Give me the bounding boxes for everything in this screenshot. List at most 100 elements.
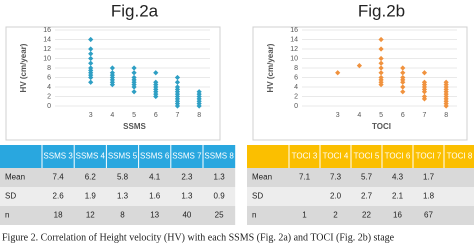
x-tick-label: 6 [154, 112, 158, 119]
header-cell: TOCI 6 [385, 152, 411, 161]
point [378, 70, 384, 76]
chart-frame [5, 26, 221, 141]
cell: 4.3 [392, 173, 404, 182]
y-axis-label: HV (cm/year) [19, 43, 28, 92]
y-tick-label: 16 [290, 27, 298, 34]
y-tick-label: 14 [290, 36, 298, 43]
row-label: Mean [5, 173, 25, 182]
y-tick-label: 2 [47, 93, 51, 100]
header-cell: TOCI 3 [292, 152, 318, 161]
point [378, 82, 384, 88]
point [421, 70, 428, 76]
cell: 1.7 [423, 173, 435, 182]
y-tick-label: 8 [294, 65, 298, 72]
cell: 1.3 [181, 192, 193, 201]
y-tick-label: 0 [294, 103, 298, 110]
cell: 22 [362, 211, 371, 220]
row-label: n [252, 211, 256, 220]
table-header [247, 145, 474, 168]
row-label: Mean [252, 173, 272, 182]
x-tick-label: 5 [132, 112, 136, 119]
point [335, 70, 341, 76]
cell: 7.4 [53, 173, 65, 182]
cell: 2.6 [53, 192, 65, 201]
header-cell: SSMS 5 [108, 152, 138, 161]
row-label: SD [5, 192, 16, 201]
header-cell: TOCI 5 [354, 152, 380, 161]
cell: 2 [333, 211, 338, 220]
header-cell: SSMS 7 [172, 152, 202, 161]
x-tick-label: 4 [110, 112, 114, 119]
header-cell: TOCI 8 [447, 152, 473, 161]
caption: Figure 2. Correlation of Height velocity… [2, 232, 395, 243]
cell: 5.8 [117, 173, 129, 182]
point [88, 79, 94, 85]
header-cell: TOCI 7 [416, 152, 442, 161]
x-tick-label: 7 [423, 112, 427, 119]
point [400, 65, 406, 71]
x-axis-label: TOCI [372, 122, 391, 131]
table-row [0, 206, 236, 225]
cell: 12 [86, 211, 95, 220]
point [421, 96, 428, 102]
cell: 40 [182, 211, 191, 220]
cell: 1.6 [149, 192, 161, 201]
point [88, 74, 94, 81]
table-row [247, 168, 474, 187]
point [153, 93, 159, 100]
x-tick-label: 8 [444, 112, 448, 119]
point [88, 46, 94, 52]
y-tick-label: 6 [47, 74, 51, 81]
point [378, 65, 384, 71]
point [131, 84, 137, 90]
y-tick-label: 4 [47, 84, 51, 91]
y-tick-label: 4 [294, 84, 298, 91]
point [88, 60, 94, 66]
cell: 8 [120, 211, 125, 220]
point [378, 55, 384, 62]
point [174, 79, 181, 85]
y-axis-label: HV (cm/year) [266, 43, 275, 92]
cell: 67 [424, 211, 433, 220]
point [443, 103, 449, 109]
y-tick-label: 12 [43, 46, 51, 53]
y-tick-label: 14 [43, 36, 51, 43]
cell: 2.3 [181, 173, 193, 182]
row-label: n [5, 211, 9, 220]
x-tick-label: 8 [197, 112, 201, 119]
row-label: SD [252, 192, 263, 201]
cell: 2.0 [330, 192, 342, 201]
y-tick-label: 12 [290, 46, 298, 53]
cell: 1 [302, 211, 307, 220]
cell: 13 [150, 211, 159, 220]
chart-title: Fig.2b [358, 1, 405, 20]
chart-frame [252, 26, 468, 141]
point [378, 60, 384, 66]
point [174, 74, 181, 81]
header-cell: SSMS 8 [204, 152, 234, 161]
y-tick-label: 2 [294, 93, 298, 100]
point [356, 63, 362, 69]
point [174, 103, 181, 109]
table-header [0, 145, 236, 168]
cell: 4.1 [149, 173, 161, 182]
point [400, 79, 406, 85]
y-tick-label: 16 [43, 27, 51, 34]
table-row [247, 206, 474, 225]
point [153, 70, 159, 76]
point [400, 70, 406, 76]
cell: 1.9 [85, 192, 97, 201]
cell: 1.3 [117, 192, 129, 201]
y-tick-label: 10 [290, 55, 298, 62]
y-tick-label: 6 [294, 74, 298, 81]
table-row [0, 187, 236, 206]
point [88, 36, 94, 43]
x-tick-label: 7 [176, 112, 180, 119]
point [196, 103, 202, 109]
cell: 1.8 [423, 192, 435, 201]
point [109, 65, 115, 71]
cell: 6.2 [85, 173, 97, 182]
header-cell: SSMS 6 [140, 152, 170, 161]
point [378, 46, 384, 52]
